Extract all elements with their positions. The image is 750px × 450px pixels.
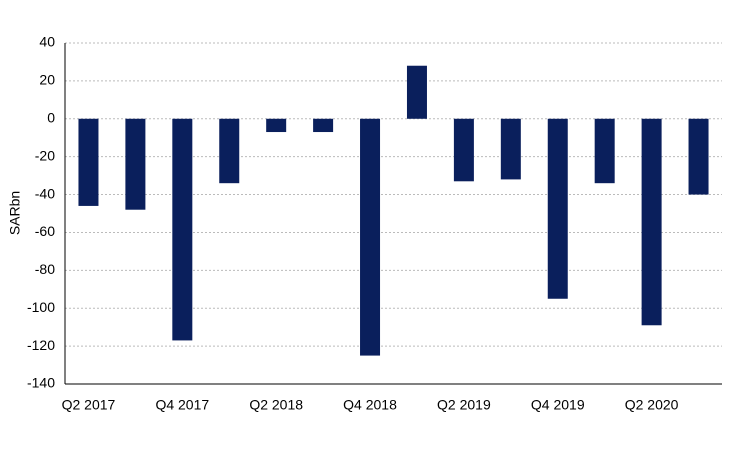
bar xyxy=(266,118,287,133)
bar xyxy=(219,118,240,184)
x-tick-label: Q2 2019 xyxy=(437,397,491,413)
y-tick-label: 40 xyxy=(39,34,55,50)
y-tick-label: -20 xyxy=(35,147,55,163)
y-tick-label: -40 xyxy=(35,185,55,201)
x-tick-label: Q2 2018 xyxy=(249,397,303,413)
x-tick-label: Q2 2020 xyxy=(625,397,679,413)
y-axis-label: SARbn xyxy=(7,191,23,235)
bar xyxy=(360,118,381,356)
x-tick-label: Q2 2017 xyxy=(62,397,116,413)
y-tick-label: 20 xyxy=(39,72,55,88)
bar xyxy=(406,65,427,119)
y-tick-label: 0 xyxy=(47,109,55,125)
y-tick-label: -60 xyxy=(35,223,55,239)
y-tick-label: -100 xyxy=(27,299,55,315)
bar xyxy=(78,118,99,206)
bar xyxy=(313,118,334,133)
bar xyxy=(547,118,568,299)
y-tick-label: -140 xyxy=(27,375,55,391)
x-tick-label: Q4 2019 xyxy=(531,397,585,413)
bar xyxy=(172,118,193,341)
bar xyxy=(688,118,709,195)
y-tick-label: -120 xyxy=(27,337,55,353)
bar xyxy=(641,118,662,326)
bar xyxy=(453,118,474,182)
x-tick-label: Q4 2018 xyxy=(343,397,397,413)
bar xyxy=(594,118,615,184)
x-tick-label: Q4 2017 xyxy=(155,397,209,413)
y-tick-label: -80 xyxy=(35,261,55,277)
bar xyxy=(500,118,521,180)
bar xyxy=(125,118,146,210)
